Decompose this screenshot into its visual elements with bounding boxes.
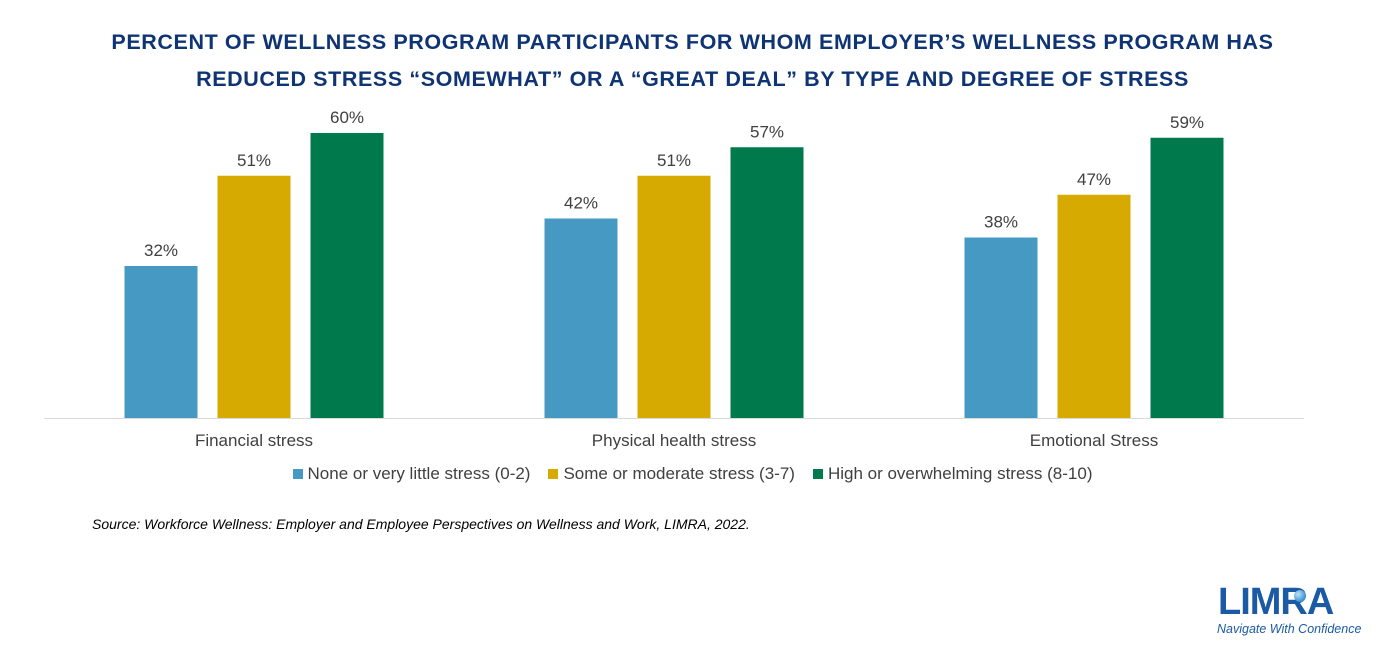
bar-chart: 32% 51% 60% Financial stress 42% 51% 57% Physic… <box>44 108 1304 450</box>
legend-label-1: Some or moderate stress (3-7) <box>563 464 795 483</box>
legend-item-1: Some or moderate stress (3-7) <box>548 464 795 484</box>
data-label-1-2: 57% <box>750 122 784 141</box>
legend-item-2: High or overwhelming stress (8-10) <box>812 464 1093 484</box>
legend-swatch-2 <box>812 469 823 479</box>
data-label-0-2: 60% <box>330 108 364 127</box>
legend-item-0: None or very little stress (0-2) <box>292 464 531 484</box>
category-label-2: Emotional Stress <box>1030 431 1159 450</box>
limra-tagline: Navigate With Confidence <box>1217 622 1362 636</box>
chart-title-line-1: PERCENT OF WELLNESS PROGRAM PARTICIPANTS… <box>111 30 1274 54</box>
globe-icon <box>1294 590 1306 602</box>
category-label-0: Financial stress <box>195 431 313 450</box>
bar-1-1 <box>637 175 711 418</box>
limra-wordmark: LIMRA <box>1218 581 1334 623</box>
chart-title: PERCENT OF WELLNESS PROGRAM PARTICIPANTS… <box>0 24 1385 98</box>
data-label-0-1: 51% <box>237 151 271 170</box>
data-label-1-0: 42% <box>564 194 598 213</box>
bar-2-1 <box>1057 194 1131 418</box>
data-label-2-1: 47% <box>1077 170 1111 189</box>
bar-1-2 <box>730 147 804 418</box>
data-label-0-0: 32% <box>144 241 178 260</box>
legend-label-2: High or overwhelming stress (8-10) <box>827 464 1093 483</box>
data-label-2-2: 59% <box>1170 113 1204 132</box>
legend-label-0: None or very little stress (0-2) <box>307 464 531 483</box>
limra-logo: LIMRA Navigate With Confidence <box>1216 582 1361 642</box>
chart-title-line-2: REDUCED STRESS “SOMEWHAT” OR A “GREAT DE… <box>196 67 1189 91</box>
source-note: Source: Workforce Wellness: Employer and… <box>92 516 750 532</box>
legend-swatch-0 <box>292 469 303 479</box>
bar-0-1 <box>217 175 291 418</box>
bar-0-2 <box>310 133 384 418</box>
bar-0-0 <box>124 266 198 418</box>
data-label-2-0: 38% <box>984 213 1018 232</box>
data-label-1-1: 51% <box>657 151 691 170</box>
bar-2-0 <box>964 237 1038 418</box>
bar-2-2 <box>1150 137 1224 418</box>
bar-1-0 <box>544 218 618 418</box>
category-label-1: Physical health stress <box>592 431 756 450</box>
chart-legend: None or very little stress (0-2) Some or … <box>0 464 1385 484</box>
legend-swatch-1 <box>548 469 559 479</box>
